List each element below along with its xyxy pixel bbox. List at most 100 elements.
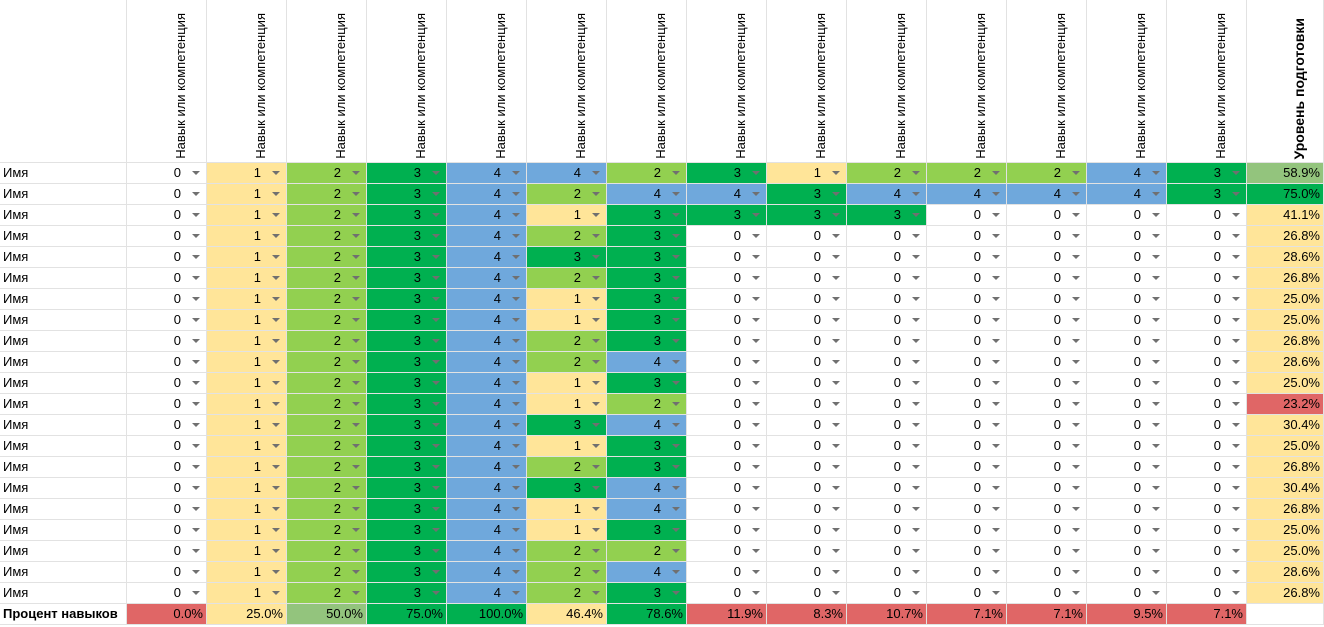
chevron-down-icon[interactable] [672, 549, 680, 553]
chevron-down-icon[interactable] [752, 402, 760, 406]
skill-percent-cell[interactable]: 75.0% [367, 604, 447, 625]
skill-column-header[interactable]: Навык или компетенция [1007, 0, 1087, 163]
skill-level-dropdown[interactable]: 3 [367, 184, 447, 205]
skill-level-dropdown[interactable]: 4 [447, 562, 527, 583]
chevron-down-icon[interactable] [432, 171, 440, 175]
skill-level-dropdown[interactable]: 2 [527, 184, 607, 205]
chevron-down-icon[interactable] [1152, 465, 1160, 469]
skill-level-dropdown[interactable]: 0 [927, 583, 1007, 604]
skill-level-dropdown[interactable]: 0 [1087, 583, 1167, 604]
employee-name-cell[interactable]: Имя [0, 583, 127, 604]
chevron-down-icon[interactable] [512, 549, 520, 553]
chevron-down-icon[interactable] [752, 276, 760, 280]
skill-level-dropdown[interactable]: 0 [927, 310, 1007, 331]
skill-level-dropdown[interactable]: 3 [367, 499, 447, 520]
chevron-down-icon[interactable] [272, 339, 280, 343]
chevron-down-icon[interactable] [592, 507, 600, 511]
skill-level-dropdown[interactable]: 3 [1167, 184, 1247, 205]
skill-level-dropdown[interactable]: 0 [1007, 226, 1087, 247]
chevron-down-icon[interactable] [1232, 486, 1240, 490]
employee-name-cell[interactable]: Имя [0, 331, 127, 352]
chevron-down-icon[interactable] [592, 297, 600, 301]
skill-level-dropdown[interactable]: 0 [927, 457, 1007, 478]
chevron-down-icon[interactable] [832, 318, 840, 322]
chevron-down-icon[interactable] [672, 423, 680, 427]
skill-level-dropdown[interactable]: 1 [207, 289, 287, 310]
readiness-percent-cell[interactable]: 25.0% [1247, 289, 1324, 310]
chevron-down-icon[interactable] [432, 444, 440, 448]
chevron-down-icon[interactable] [832, 276, 840, 280]
skill-level-dropdown[interactable]: 3 [367, 394, 447, 415]
chevron-down-icon[interactable] [592, 381, 600, 385]
readiness-percent-cell[interactable]: 26.8% [1247, 226, 1324, 247]
skill-level-dropdown[interactable]: 0 [687, 226, 767, 247]
skill-level-dropdown[interactable]: 2 [287, 247, 367, 268]
chevron-down-icon[interactable] [192, 381, 200, 385]
skill-level-dropdown[interactable]: 0 [767, 268, 847, 289]
chevron-down-icon[interactable] [1152, 381, 1160, 385]
skill-level-dropdown[interactable]: 0 [927, 226, 1007, 247]
chevron-down-icon[interactable] [592, 276, 600, 280]
chevron-down-icon[interactable] [592, 171, 600, 175]
chevron-down-icon[interactable] [432, 276, 440, 280]
skill-percent-cell[interactable]: 10.7% [847, 604, 927, 625]
skill-level-dropdown[interactable]: 0 [1087, 247, 1167, 268]
skill-level-dropdown[interactable]: 0 [1087, 268, 1167, 289]
chevron-down-icon[interactable] [832, 255, 840, 259]
skill-level-dropdown[interactable]: 0 [1007, 583, 1087, 604]
skill-column-header[interactable]: Навык или компетенция [607, 0, 687, 163]
chevron-down-icon[interactable] [192, 213, 200, 217]
chevron-down-icon[interactable] [672, 360, 680, 364]
skill-column-header[interactable]: Навык или компетенция [927, 0, 1007, 163]
chevron-down-icon[interactable] [992, 465, 1000, 469]
chevron-down-icon[interactable] [432, 465, 440, 469]
chevron-down-icon[interactable] [1152, 402, 1160, 406]
chevron-down-icon[interactable] [192, 549, 200, 553]
skill-level-dropdown[interactable]: 4 [687, 184, 767, 205]
chevron-down-icon[interactable] [272, 444, 280, 448]
chevron-down-icon[interactable] [192, 276, 200, 280]
skill-level-dropdown[interactable]: 4 [447, 268, 527, 289]
skill-level-dropdown[interactable]: 0 [127, 205, 207, 226]
chevron-down-icon[interactable] [192, 234, 200, 238]
readiness-percent-cell[interactable]: 26.8% [1247, 583, 1324, 604]
skill-level-dropdown[interactable]: 0 [687, 247, 767, 268]
chevron-down-icon[interactable] [512, 402, 520, 406]
chevron-down-icon[interactable] [832, 339, 840, 343]
skill-level-dropdown[interactable]: 0 [1007, 352, 1087, 373]
chevron-down-icon[interactable] [192, 297, 200, 301]
skill-level-dropdown[interactable]: 0 [927, 352, 1007, 373]
chevron-down-icon[interactable] [1072, 549, 1080, 553]
skill-level-dropdown[interactable]: 4 [1007, 184, 1087, 205]
skill-column-header[interactable]: Навык или компетенция [847, 0, 927, 163]
skill-level-dropdown[interactable]: 4 [607, 478, 687, 499]
chevron-down-icon[interactable] [832, 507, 840, 511]
skill-level-dropdown[interactable]: 1 [207, 583, 287, 604]
skill-level-dropdown[interactable]: 2 [527, 541, 607, 562]
skill-level-dropdown[interactable]: 2 [527, 331, 607, 352]
chevron-down-icon[interactable] [432, 213, 440, 217]
skill-level-dropdown[interactable]: 0 [847, 478, 927, 499]
skill-level-dropdown[interactable]: 0 [1167, 436, 1247, 457]
chevron-down-icon[interactable] [432, 339, 440, 343]
chevron-down-icon[interactable] [352, 381, 360, 385]
skill-level-dropdown[interactable]: 1 [207, 478, 287, 499]
skill-level-dropdown[interactable]: 0 [687, 289, 767, 310]
skill-level-dropdown[interactable]: 0 [127, 226, 207, 247]
skill-level-dropdown[interactable]: 3 [687, 205, 767, 226]
employee-name-cell[interactable]: Имя [0, 436, 127, 457]
chevron-down-icon[interactable] [352, 255, 360, 259]
chevron-down-icon[interactable] [512, 255, 520, 259]
chevron-down-icon[interactable] [752, 213, 760, 217]
chevron-down-icon[interactable] [1232, 549, 1240, 553]
chevron-down-icon[interactable] [992, 486, 1000, 490]
chevron-down-icon[interactable] [912, 276, 920, 280]
readiness-percent-cell[interactable]: 28.6% [1247, 352, 1324, 373]
skill-level-dropdown[interactable]: 0 [1007, 373, 1087, 394]
chevron-down-icon[interactable] [752, 465, 760, 469]
skill-level-dropdown[interactable]: 2 [287, 289, 367, 310]
skill-level-dropdown[interactable]: 0 [127, 415, 207, 436]
skill-level-dropdown[interactable]: 2 [287, 331, 367, 352]
chevron-down-icon[interactable] [832, 171, 840, 175]
chevron-down-icon[interactable] [272, 213, 280, 217]
